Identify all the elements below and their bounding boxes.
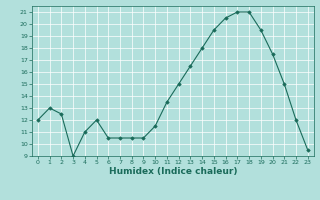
X-axis label: Humidex (Indice chaleur): Humidex (Indice chaleur) xyxy=(108,167,237,176)
